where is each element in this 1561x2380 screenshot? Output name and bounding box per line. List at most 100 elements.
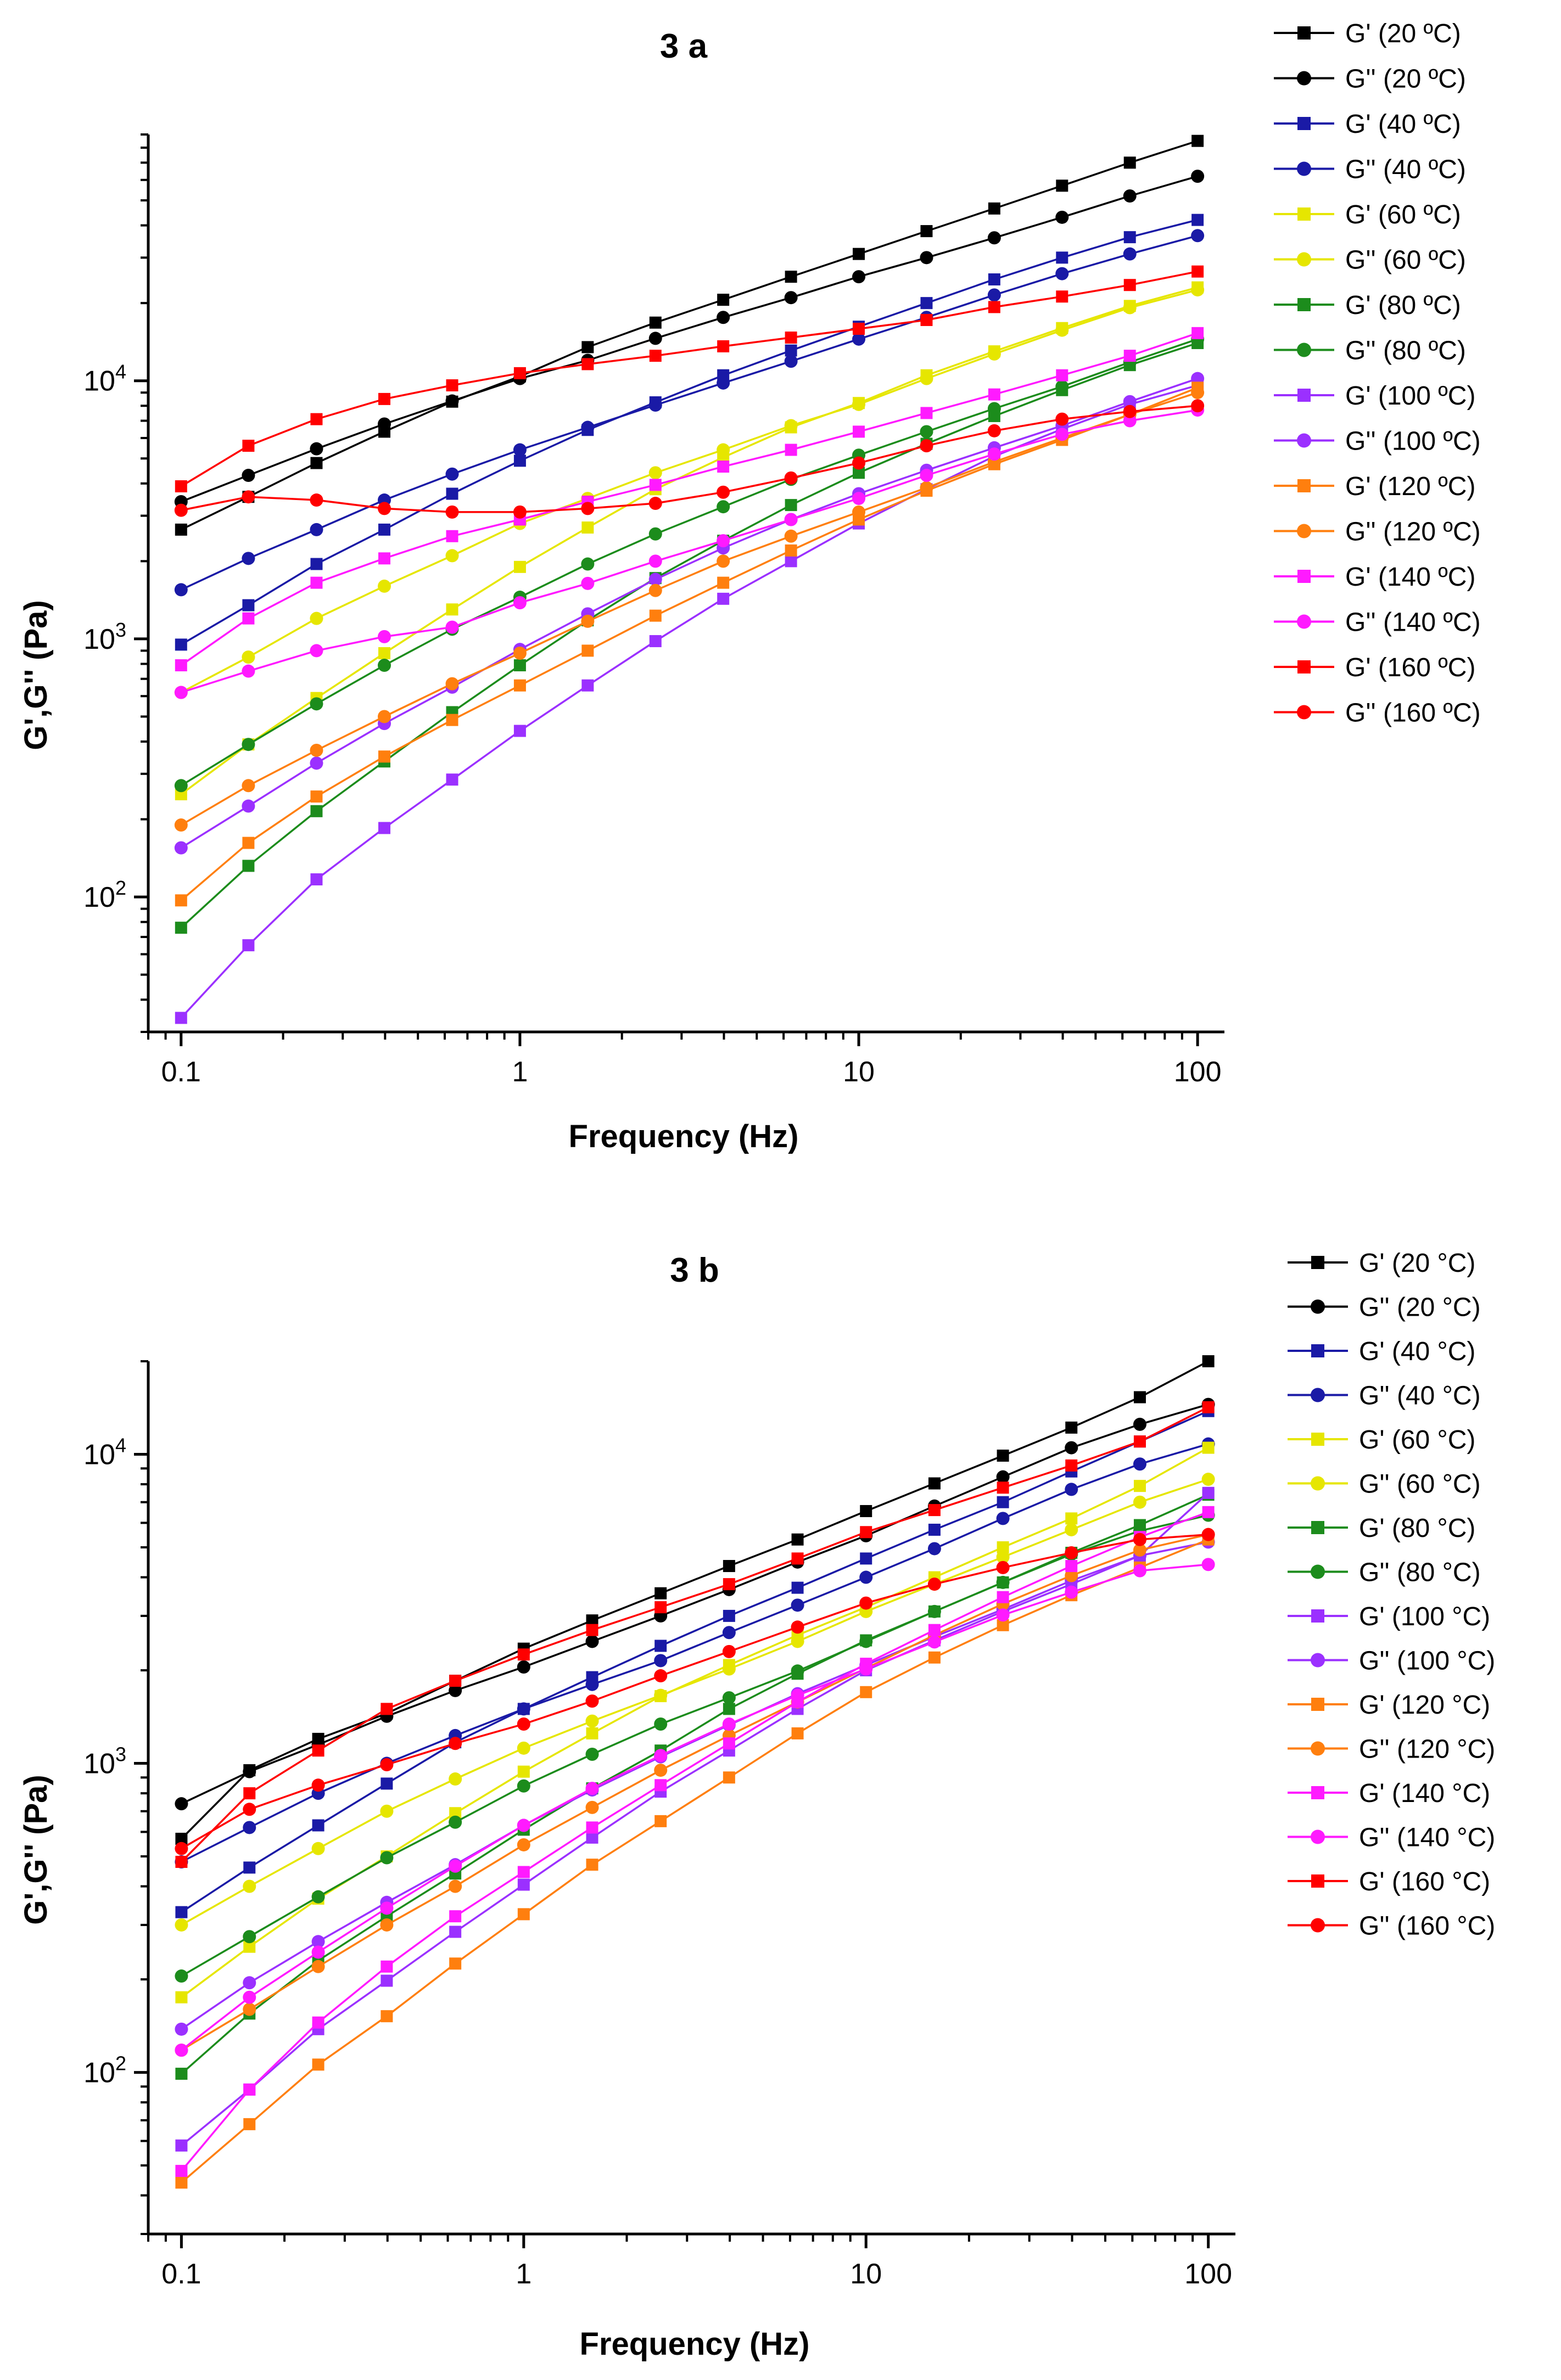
data-point [717, 461, 730, 473]
legend-marker [1297, 433, 1311, 448]
data-point [920, 439, 933, 453]
data-point [1191, 327, 1204, 339]
data-point [987, 402, 1001, 416]
legend-entry: G'' (140 °C) [1288, 1823, 1495, 1853]
legend-entry: G' (60 °C) [1288, 1425, 1475, 1455]
data-point [1055, 210, 1069, 224]
data-point [648, 398, 662, 412]
data-point [310, 558, 323, 570]
data-point [1133, 1417, 1146, 1431]
data-point [242, 860, 255, 872]
data-point [785, 555, 797, 568]
data-point [175, 2176, 188, 2189]
data-point [722, 1626, 736, 1640]
data-point [585, 1635, 599, 1648]
legend-label: G'' (100 °C) [1359, 1647, 1495, 1676]
data-point [852, 332, 866, 346]
data-point [378, 523, 390, 536]
x-tick-label: 1 [516, 2258, 531, 2290]
legend-label: G'' (40 ºC) [1345, 155, 1466, 184]
series-line [181, 140, 1198, 531]
data-point [654, 1717, 668, 1731]
chart-3b-legend: G' (20 °C) G'' (20 °C) G' (40 °C) G'' (40 °… [1288, 1249, 1495, 1941]
legend-marker [1297, 614, 1311, 629]
legend-entry: G'' (40 °C) [1288, 1382, 1481, 1411]
data-point [449, 1683, 462, 1697]
data-point [243, 1990, 256, 2004]
data-point [1191, 386, 1205, 400]
data-point [988, 388, 1000, 401]
legend-label: G'' (140 ºC) [1345, 608, 1481, 637]
legend-marker [1311, 1609, 1324, 1623]
data-point [581, 358, 594, 371]
legend-label: G' (140 ºC) [1345, 563, 1475, 592]
legend-label: G' (160 °C) [1359, 1867, 1490, 1896]
data-point [1133, 1391, 1146, 1404]
data-point [853, 323, 865, 335]
data-point [784, 291, 798, 305]
data-point [785, 271, 797, 283]
data-point [1191, 399, 1205, 413]
series-line [180, 386, 1198, 901]
data-point [859, 1635, 873, 1648]
data-point [791, 1598, 804, 1612]
data-point [581, 521, 594, 534]
legend-entry: G' (80 ºC) [1274, 291, 1461, 320]
data-point [1123, 414, 1137, 428]
legend-label: G'' (160 ºC) [1345, 699, 1481, 728]
data-point [380, 1901, 394, 1915]
data-point [920, 425, 933, 439]
x-tick-label: 0.1 [161, 2258, 201, 2290]
legend-label: G' (60 °C) [1359, 1425, 1475, 1455]
data-point [310, 611, 323, 625]
data-point [1055, 323, 1069, 337]
data-point [1056, 290, 1068, 303]
legend-marker [1297, 660, 1311, 673]
data-point [1133, 1435, 1146, 1448]
legend-label: G' (120 °C) [1359, 1691, 1490, 1720]
data-point [1065, 1546, 1078, 1559]
data-point [517, 1648, 530, 1661]
series-line [181, 1514, 1208, 1977]
data-point [997, 1481, 1009, 1494]
data-point [996, 1550, 1010, 1564]
legend-label: G'' (60 ºC) [1345, 246, 1466, 275]
data-point [785, 499, 797, 512]
data-point [785, 344, 797, 357]
data-point [1065, 1523, 1078, 1536]
series-line [181, 1563, 1208, 2051]
data-point [996, 1512, 1010, 1525]
data-point [242, 552, 255, 565]
legend-entry: G'' (160 ºC) [1274, 699, 1481, 728]
data-point [242, 779, 255, 793]
data-point [174, 841, 188, 855]
legend-entry: G'' (160 °C) [1288, 1912, 1495, 1941]
data-point [1065, 1585, 1078, 1599]
data-point [987, 347, 1001, 361]
data-point [1065, 1459, 1078, 1472]
data-point [310, 644, 323, 658]
series-6 [174, 283, 1205, 699]
series-line [181, 1410, 1209, 1913]
data-point [380, 1918, 394, 1932]
legend-label: G'' (120 ºC) [1345, 518, 1481, 547]
data-point [449, 1859, 462, 1873]
data-point [378, 647, 390, 660]
data-point [175, 1012, 187, 1024]
data-point [1065, 1512, 1078, 1525]
legend-label: G'' (80 °C) [1359, 1558, 1481, 1587]
data-point [310, 697, 323, 711]
y-tick-label: 102 [83, 877, 126, 913]
data-point [312, 1819, 324, 1832]
data-point [1201, 1558, 1215, 1571]
data-point [513, 367, 526, 379]
data-point [581, 420, 595, 434]
data-point [791, 1533, 804, 1546]
data-point [449, 1879, 462, 1893]
data-point [1202, 1355, 1215, 1367]
legend-label: G'' (80 ºC) [1345, 336, 1466, 366]
data-point [445, 394, 459, 408]
data-point [1056, 179, 1068, 192]
legend-entry: G' (60 ºC) [1274, 200, 1461, 229]
data-point [723, 1771, 735, 1784]
